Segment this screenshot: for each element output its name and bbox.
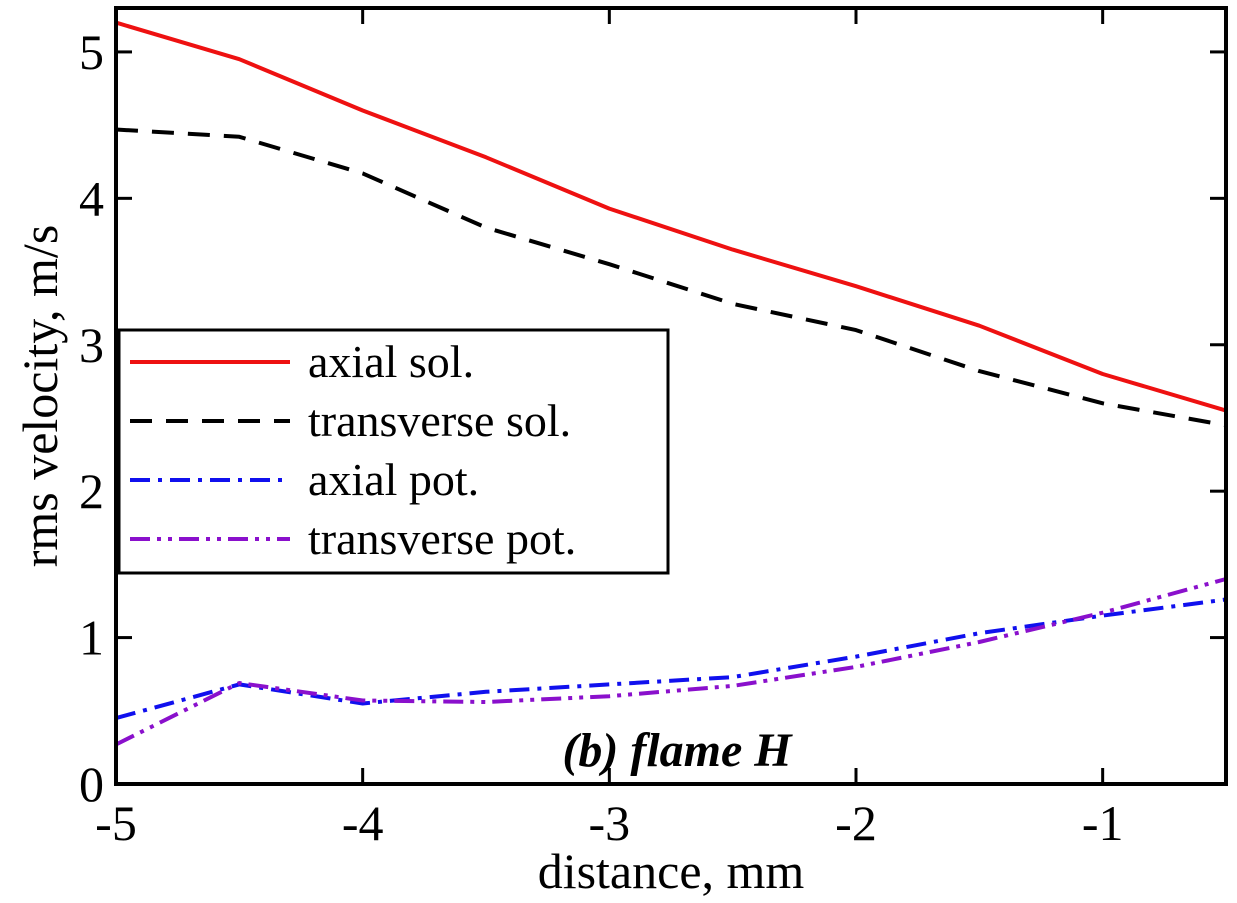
plot-annotation: (b) flame H [562, 724, 793, 777]
x-tick-label: -3 [589, 795, 631, 851]
series-line-0 [115, 20, 1227, 413]
series-line-3 [115, 577, 1227, 747]
x-tick-label: -2 [835, 795, 877, 851]
legend-box [117, 328, 670, 575]
legend: axial sol. transverse sol. axial pot. trans… [117, 328, 670, 575]
y-tick-label: 0 [79, 756, 104, 812]
legend-label-1: transverse sol. [308, 395, 571, 446]
tick-labels-layer: -5 -4 -3 -2 -1 0 1 2 3 4 5 [79, 24, 1123, 851]
x-tick-label: -5 [95, 795, 137, 851]
series-line-2 [115, 597, 1227, 721]
plot-frame [114, 6, 1228, 786]
series-layer [115, 20, 1227, 747]
y-tick-label: 1 [79, 610, 104, 666]
ticks-layer [114, 8, 1226, 786]
y-axis-title: rms velocity, m/s [12, 225, 68, 568]
x-axis-title: distance, mm [538, 843, 805, 899]
x-tick-label: -4 [342, 795, 384, 851]
series-line-1 [115, 127, 1227, 428]
y-tick-label: 3 [79, 317, 104, 373]
legend-label-3: transverse pot. [308, 513, 576, 564]
y-tick-label: 4 [79, 170, 104, 226]
y-tick-label: 5 [79, 24, 104, 80]
legend-label-0: axial sol. [308, 336, 474, 387]
x-tick-label: -1 [1082, 795, 1124, 851]
y-tick-label: 2 [79, 463, 104, 519]
legend-label-2: axial pot. [308, 454, 479, 505]
